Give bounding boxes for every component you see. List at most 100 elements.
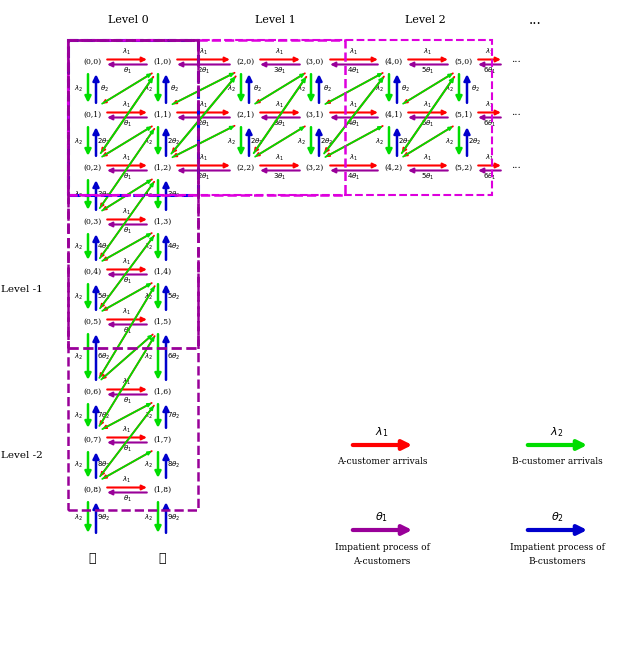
Text: $\lambda_1$: $\lambda_1$	[122, 475, 132, 485]
Text: $\lambda_2$: $\lambda_2$	[376, 137, 385, 147]
Text: (0,5): (0,5)	[83, 318, 101, 326]
Text: (0,6): (0,6)	[83, 388, 101, 396]
Text: $9\theta_2$: $9\theta_2$	[97, 512, 111, 523]
Text: $\theta_2$: $\theta_2$	[470, 83, 479, 94]
Text: Level -1: Level -1	[1, 286, 43, 294]
Text: $\lambda_2$: $\lambda_2$	[145, 512, 154, 523]
Text: $3\theta_1$: $3\theta_1$	[273, 66, 287, 76]
Text: $\lambda_2$: $\lambda_2$	[145, 190, 154, 200]
Text: (3,1): (3,1)	[306, 111, 324, 119]
Text: $\lambda_2$: $\lambda_2$	[74, 512, 84, 523]
Text: ⋮: ⋮	[88, 551, 96, 565]
Text: $\lambda_2$: $\lambda_2$	[74, 460, 84, 470]
Text: $8\theta_2$: $8\theta_2$	[167, 460, 180, 470]
Text: $\theta_1$: $\theta_1$	[122, 66, 131, 76]
Text: $\lambda_2$: $\lambda_2$	[145, 242, 154, 252]
Text: $4\theta_1$: $4\theta_1$	[348, 66, 361, 76]
Text: $\lambda_1$: $\lambda_1$	[122, 100, 132, 110]
Text: $9\theta_2$: $9\theta_2$	[167, 512, 180, 523]
Text: $2\theta_2$: $2\theta_2$	[468, 137, 482, 147]
Text: (1,1): (1,1)	[153, 111, 171, 119]
Text: $\lambda_2$: $\lambda_2$	[227, 137, 237, 147]
Text: $\theta_1$: $\theta_1$	[122, 119, 131, 129]
Text: $\theta_1$: $\theta_1$	[122, 172, 131, 182]
Text: (1,0): (1,0)	[153, 58, 171, 66]
Text: $\lambda_1$: $\lambda_1$	[424, 153, 433, 163]
Text: $2\theta_2$: $2\theta_2$	[398, 137, 412, 147]
Text: (1,6): (1,6)	[153, 388, 171, 396]
Text: $\lambda_1$: $\lambda_1$	[486, 153, 495, 163]
Text: $\theta_2$: $\theta_2$	[550, 510, 563, 524]
Text: $\lambda_2$: $\lambda_2$	[74, 292, 84, 302]
Text: $\lambda_1$: $\lambda_1$	[275, 153, 285, 163]
Text: Level 2: Level 2	[404, 15, 445, 25]
Text: $\lambda_2$: $\lambda_2$	[74, 411, 84, 421]
Text: $5\theta_2$: $5\theta_2$	[167, 292, 180, 302]
Text: (4,1): (4,1)	[384, 111, 402, 119]
Text: $\lambda_2$: $\lambda_2$	[145, 411, 154, 421]
Text: B-customers: B-customers	[528, 557, 586, 565]
Bar	[68, 40, 198, 195]
Text: $5\theta_2$: $5\theta_2$	[97, 292, 111, 302]
Text: $3\theta_2$: $3\theta_2$	[97, 190, 111, 200]
Text: $4\theta_2$: $4\theta_2$	[97, 242, 111, 252]
Bar	[68, 40, 198, 510]
Text: $6\theta_1$: $6\theta_1$	[483, 66, 497, 76]
Text: $\lambda_1$: $\lambda_1$	[375, 425, 388, 439]
Text: $\lambda_1$: $\lambda_1$	[122, 153, 132, 163]
Text: $\lambda_1$: $\lambda_1$	[122, 207, 132, 217]
Text: $\theta_1$: $\theta_1$	[122, 226, 131, 236]
Text: $\theta_2$: $\theta_2$	[253, 83, 262, 94]
Text: (0,4): (0,4)	[83, 268, 101, 276]
Text: (1,5): (1,5)	[153, 318, 171, 326]
Bar	[68, 40, 198, 348]
Text: $\lambda_1$: $\lambda_1$	[275, 100, 285, 110]
Text: (2,2): (2,2)	[236, 164, 254, 172]
Text: $\theta_2$: $\theta_2$	[401, 83, 410, 94]
Text: B-customer arrivals: B-customer arrivals	[511, 458, 602, 466]
Text: $2\theta_2$: $2\theta_2$	[320, 137, 333, 147]
Text: $\lambda_1$: $\lambda_1$	[424, 47, 433, 57]
Text: (0,7): (0,7)	[83, 436, 101, 444]
Text: $5\theta_1$: $5\theta_1$	[421, 172, 435, 182]
Text: $5\theta_1$: $5\theta_1$	[421, 66, 435, 76]
Text: $2\theta_1$: $2\theta_1$	[197, 172, 210, 182]
Text: $6\theta_1$: $6\theta_1$	[483, 119, 497, 129]
Text: $6\theta_1$: $6\theta_1$	[483, 172, 497, 182]
Text: Level -2: Level -2	[1, 450, 43, 460]
Bar	[68, 40, 492, 195]
Text: $\lambda_2$: $\lambda_2$	[376, 83, 385, 94]
Text: $\theta_2$: $\theta_2$	[100, 83, 108, 94]
Text: $\lambda_1$: $\lambda_1$	[199, 47, 208, 57]
Text: ...: ...	[511, 55, 521, 64]
Text: $\lambda_2$: $\lambda_2$	[298, 83, 307, 94]
Text: $2\theta_1$: $2\theta_1$	[197, 119, 210, 129]
Text: $\lambda_2$: $\lambda_2$	[550, 425, 564, 439]
Text: $8\theta_2$: $8\theta_2$	[97, 460, 111, 470]
Text: $3\theta_1$: $3\theta_1$	[273, 172, 287, 182]
Text: $\lambda_1$: $\lambda_1$	[486, 47, 495, 57]
Text: $\lambda_2$: $\lambda_2$	[298, 137, 307, 147]
Text: $\lambda_1$: $\lambda_1$	[122, 257, 132, 267]
Text: $\lambda_1$: $\lambda_1$	[199, 100, 208, 110]
Text: $\lambda_2$: $\lambda_2$	[74, 190, 84, 200]
Text: ⋮: ⋮	[158, 551, 166, 565]
Text: (2,0): (2,0)	[236, 58, 254, 66]
Text: $2\theta_2$: $2\theta_2$	[250, 137, 264, 147]
Text: $\lambda_2$: $\lambda_2$	[145, 352, 154, 362]
Text: $\lambda_1$: $\lambda_1$	[122, 307, 132, 317]
Text: $\lambda_1$: $\lambda_1$	[199, 153, 208, 163]
Text: $2\theta_1$: $2\theta_1$	[197, 66, 210, 76]
Text: (5,1): (5,1)	[454, 111, 472, 119]
Text: $\lambda_1$: $\lambda_1$	[424, 100, 433, 110]
Text: $\lambda_2$: $\lambda_2$	[74, 83, 84, 94]
Text: $\lambda_2$: $\lambda_2$	[74, 242, 84, 252]
Text: (1,2): (1,2)	[153, 164, 171, 172]
Text: $\theta_2$: $\theta_2$	[170, 83, 179, 94]
Text: $3\theta_2$: $3\theta_2$	[167, 190, 180, 200]
Text: $\lambda_2$: $\lambda_2$	[74, 137, 84, 147]
Text: $\theta_1$: $\theta_1$	[122, 326, 131, 336]
Text: (0,3): (0,3)	[83, 218, 101, 226]
Text: (0,2): (0,2)	[83, 164, 101, 172]
Text: $4\theta_2$: $4\theta_2$	[167, 242, 180, 252]
